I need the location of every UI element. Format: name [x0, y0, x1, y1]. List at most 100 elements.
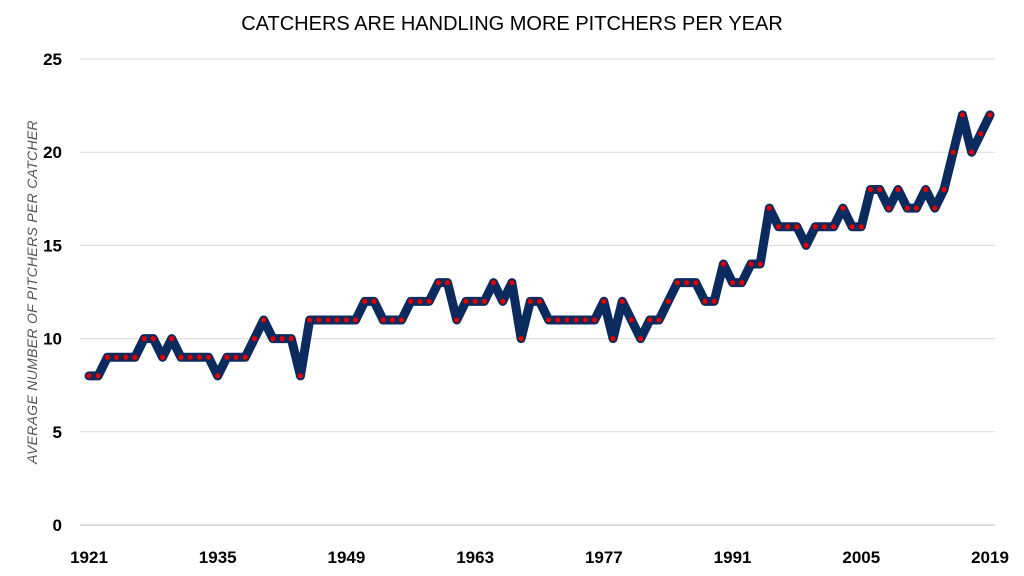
- data-point: [417, 298, 423, 304]
- data-point: [693, 280, 699, 286]
- data-point: [757, 261, 763, 267]
- data-point: [86, 373, 92, 379]
- data-point: [454, 317, 460, 323]
- data-point: [546, 317, 552, 323]
- data-point: [371, 298, 377, 304]
- data-point: [251, 336, 258, 342]
- data-point: [858, 224, 864, 230]
- data-point: [316, 317, 322, 323]
- data-point: [242, 354, 248, 360]
- data-point: [500, 298, 506, 304]
- y-tick-label: 15: [43, 236, 62, 255]
- gridlines: [80, 58, 995, 526]
- data-point: [766, 205, 772, 211]
- data-point: [279, 336, 285, 342]
- data-point: [886, 205, 892, 211]
- x-tick-label: 1921: [70, 548, 108, 567]
- data-point: [794, 224, 800, 230]
- data-point: [711, 298, 717, 304]
- data-point: [270, 336, 276, 342]
- x-tick-label: 1991: [714, 548, 752, 567]
- data-point: [867, 186, 874, 193]
- data-point: [325, 317, 331, 323]
- data-point: [132, 354, 138, 360]
- data-point: [261, 317, 267, 323]
- data-point: [307, 317, 313, 323]
- data-point: [187, 354, 193, 360]
- data-point: [665, 298, 671, 304]
- x-tick-label: 1949: [328, 548, 366, 567]
- data-point: [628, 317, 635, 323]
- data-point: [472, 298, 478, 304]
- data-point: [297, 373, 304, 379]
- data-point: [831, 224, 837, 230]
- y-tick-label: 25: [43, 50, 62, 69]
- data-point: [113, 354, 120, 360]
- series-points: [86, 112, 993, 379]
- data-point: [233, 354, 239, 360]
- data-point: [481, 298, 487, 304]
- data-point: [536, 298, 543, 304]
- data-point: [638, 336, 644, 342]
- data-point: [601, 298, 607, 304]
- data-point: [527, 298, 533, 304]
- data-point: [923, 186, 929, 193]
- data-point: [582, 317, 589, 323]
- data-point: [435, 280, 441, 286]
- data-point: [656, 317, 662, 323]
- data-point: [95, 373, 101, 379]
- data-point: [932, 205, 938, 211]
- data-point: [959, 112, 966, 118]
- data-point: [408, 298, 414, 304]
- data-point: [334, 317, 340, 323]
- data-point: [509, 280, 515, 286]
- y-tick-label: 10: [43, 330, 62, 349]
- data-point: [518, 336, 524, 342]
- data-point: [969, 149, 975, 155]
- data-point: [987, 112, 993, 118]
- data-point: [573, 317, 579, 323]
- data-point: [444, 280, 451, 286]
- data-point: [748, 261, 754, 267]
- x-tick-label: 1977: [585, 548, 623, 567]
- data-point: [904, 205, 910, 211]
- data-point: [739, 280, 745, 286]
- data-point: [205, 354, 212, 360]
- data-point: [895, 186, 901, 193]
- data-point: [104, 354, 110, 360]
- y-tick-label: 0: [53, 516, 62, 535]
- data-point: [913, 205, 920, 211]
- data-point: [877, 186, 883, 193]
- data-point: [803, 242, 809, 248]
- data-point: [178, 354, 184, 360]
- y-axis-label: AVERAGE NUMBER OF PITCHERS PER CATCHER: [24, 120, 40, 465]
- data-point: [159, 354, 166, 360]
- data-point: [463, 298, 469, 304]
- data-point: [610, 336, 616, 342]
- data-point: [564, 317, 570, 323]
- data-point: [840, 205, 846, 211]
- data-point: [389, 317, 395, 323]
- data-point: [169, 336, 175, 342]
- data-point: [647, 317, 653, 323]
- data-point: [150, 336, 156, 342]
- data-point: [785, 224, 791, 230]
- data-point: [288, 336, 294, 342]
- data-point: [141, 336, 147, 342]
- data-point: [196, 354, 202, 360]
- data-point: [775, 224, 782, 230]
- data-point: [123, 354, 129, 360]
- data-point: [720, 261, 726, 267]
- x-tick-label: 1935: [199, 548, 237, 567]
- data-point: [950, 149, 956, 155]
- data-point: [821, 224, 828, 230]
- data-point: [426, 298, 432, 304]
- data-point: [729, 280, 736, 286]
- data-point: [555, 317, 561, 323]
- data-point: [849, 224, 855, 230]
- y-tick-label: 20: [43, 143, 62, 162]
- x-tick-label: 2019: [971, 548, 1009, 567]
- data-point: [353, 317, 359, 323]
- data-point: [978, 130, 984, 137]
- data-point: [380, 317, 386, 323]
